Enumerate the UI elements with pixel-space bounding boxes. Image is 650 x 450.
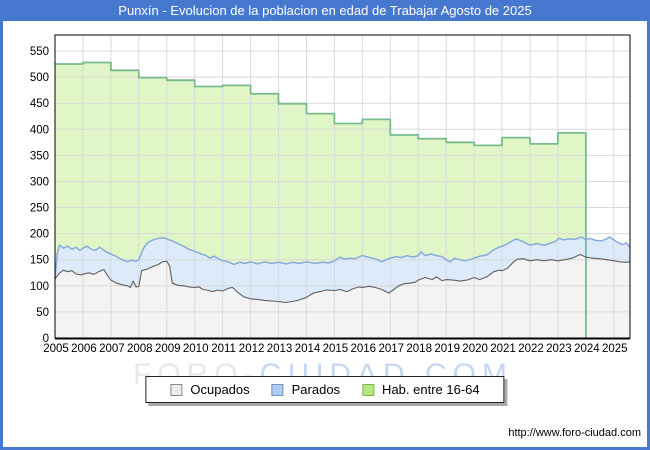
x-tick-label: 2018 <box>406 343 432 355</box>
legend-swatch-parados <box>271 383 284 396</box>
x-tick-label: 2021 <box>490 343 516 355</box>
line-hab-entre-16-64 <box>55 61 587 338</box>
x-tick-label: 2019 <box>434 343 460 355</box>
x-tick-label: 2007 <box>99 343 125 355</box>
legend-item-parados: Parados <box>271 382 341 397</box>
y-tick-label: 250 <box>30 203 49 215</box>
x-tick-label: 2016 <box>351 343 377 355</box>
legend-swatch-hab-entre-16-64 <box>362 383 375 396</box>
y-tick-label: 150 <box>30 255 49 267</box>
x-tick-label: 2015 <box>323 343 349 355</box>
area-ocupados <box>55 254 630 338</box>
y-tick-label: 400 <box>30 124 49 136</box>
x-tick-label: 2024 <box>574 343 600 355</box>
chart-title: Punxín - Evolucion de la poblacion en ed… <box>118 3 532 18</box>
legend-item-hab-entre-16-64: Hab. entre 16-64 <box>362 382 480 397</box>
y-tick-label: 300 <box>30 177 49 189</box>
x-tick-label: 2010 <box>183 343 209 355</box>
website-url: http://www.foro-ciudad.com <box>508 427 641 439</box>
x-tick-label: 2022 <box>518 343 544 355</box>
line-ocupados <box>54 253 630 304</box>
legend-label-hab-entre-16-64: Hab. entre 16-64 <box>382 382 480 397</box>
x-tick-label: 2025 <box>602 343 628 355</box>
y-tick-label: 500 <box>30 72 49 84</box>
x-tick-label: 2017 <box>379 343 405 355</box>
y-tick-label: 200 <box>30 229 49 241</box>
y-tick-label: 100 <box>30 281 49 293</box>
chart-legend: Ocupados Parados Hab. entre 16-64 <box>145 376 505 403</box>
y-tick-label: 350 <box>30 150 49 162</box>
x-tick-label: 2012 <box>239 343 265 355</box>
x-tick-label: 2013 <box>267 343 293 355</box>
x-tick-label: 2011 <box>211 343 236 355</box>
y-tick-label: 50 <box>36 307 49 319</box>
x-tick-label: 2008 <box>127 343 153 355</box>
legend-label-ocupados: Ocupados <box>190 382 250 397</box>
window-title-bar: Punxín - Evolucion de la poblacion en ed… <box>0 0 650 21</box>
legend-item-ocupados: Ocupados <box>170 382 250 397</box>
legend-swatch-ocupados <box>170 383 183 396</box>
x-tick-label: 2006 <box>71 343 97 355</box>
x-tick-label: 2005 <box>43 343 69 355</box>
x-tick-label: 2014 <box>295 343 321 355</box>
x-tick-label: 2009 <box>155 343 181 355</box>
legend-label-parados: Parados <box>291 382 341 397</box>
y-tick-label: 550 <box>30 46 49 58</box>
y-tick-label: 0 <box>43 333 49 345</box>
y-tick-label: 450 <box>30 98 49 110</box>
line-parados <box>54 236 631 280</box>
x-tick-label: 2023 <box>546 343 572 355</box>
x-tick-label: 2020 <box>462 343 488 355</box>
